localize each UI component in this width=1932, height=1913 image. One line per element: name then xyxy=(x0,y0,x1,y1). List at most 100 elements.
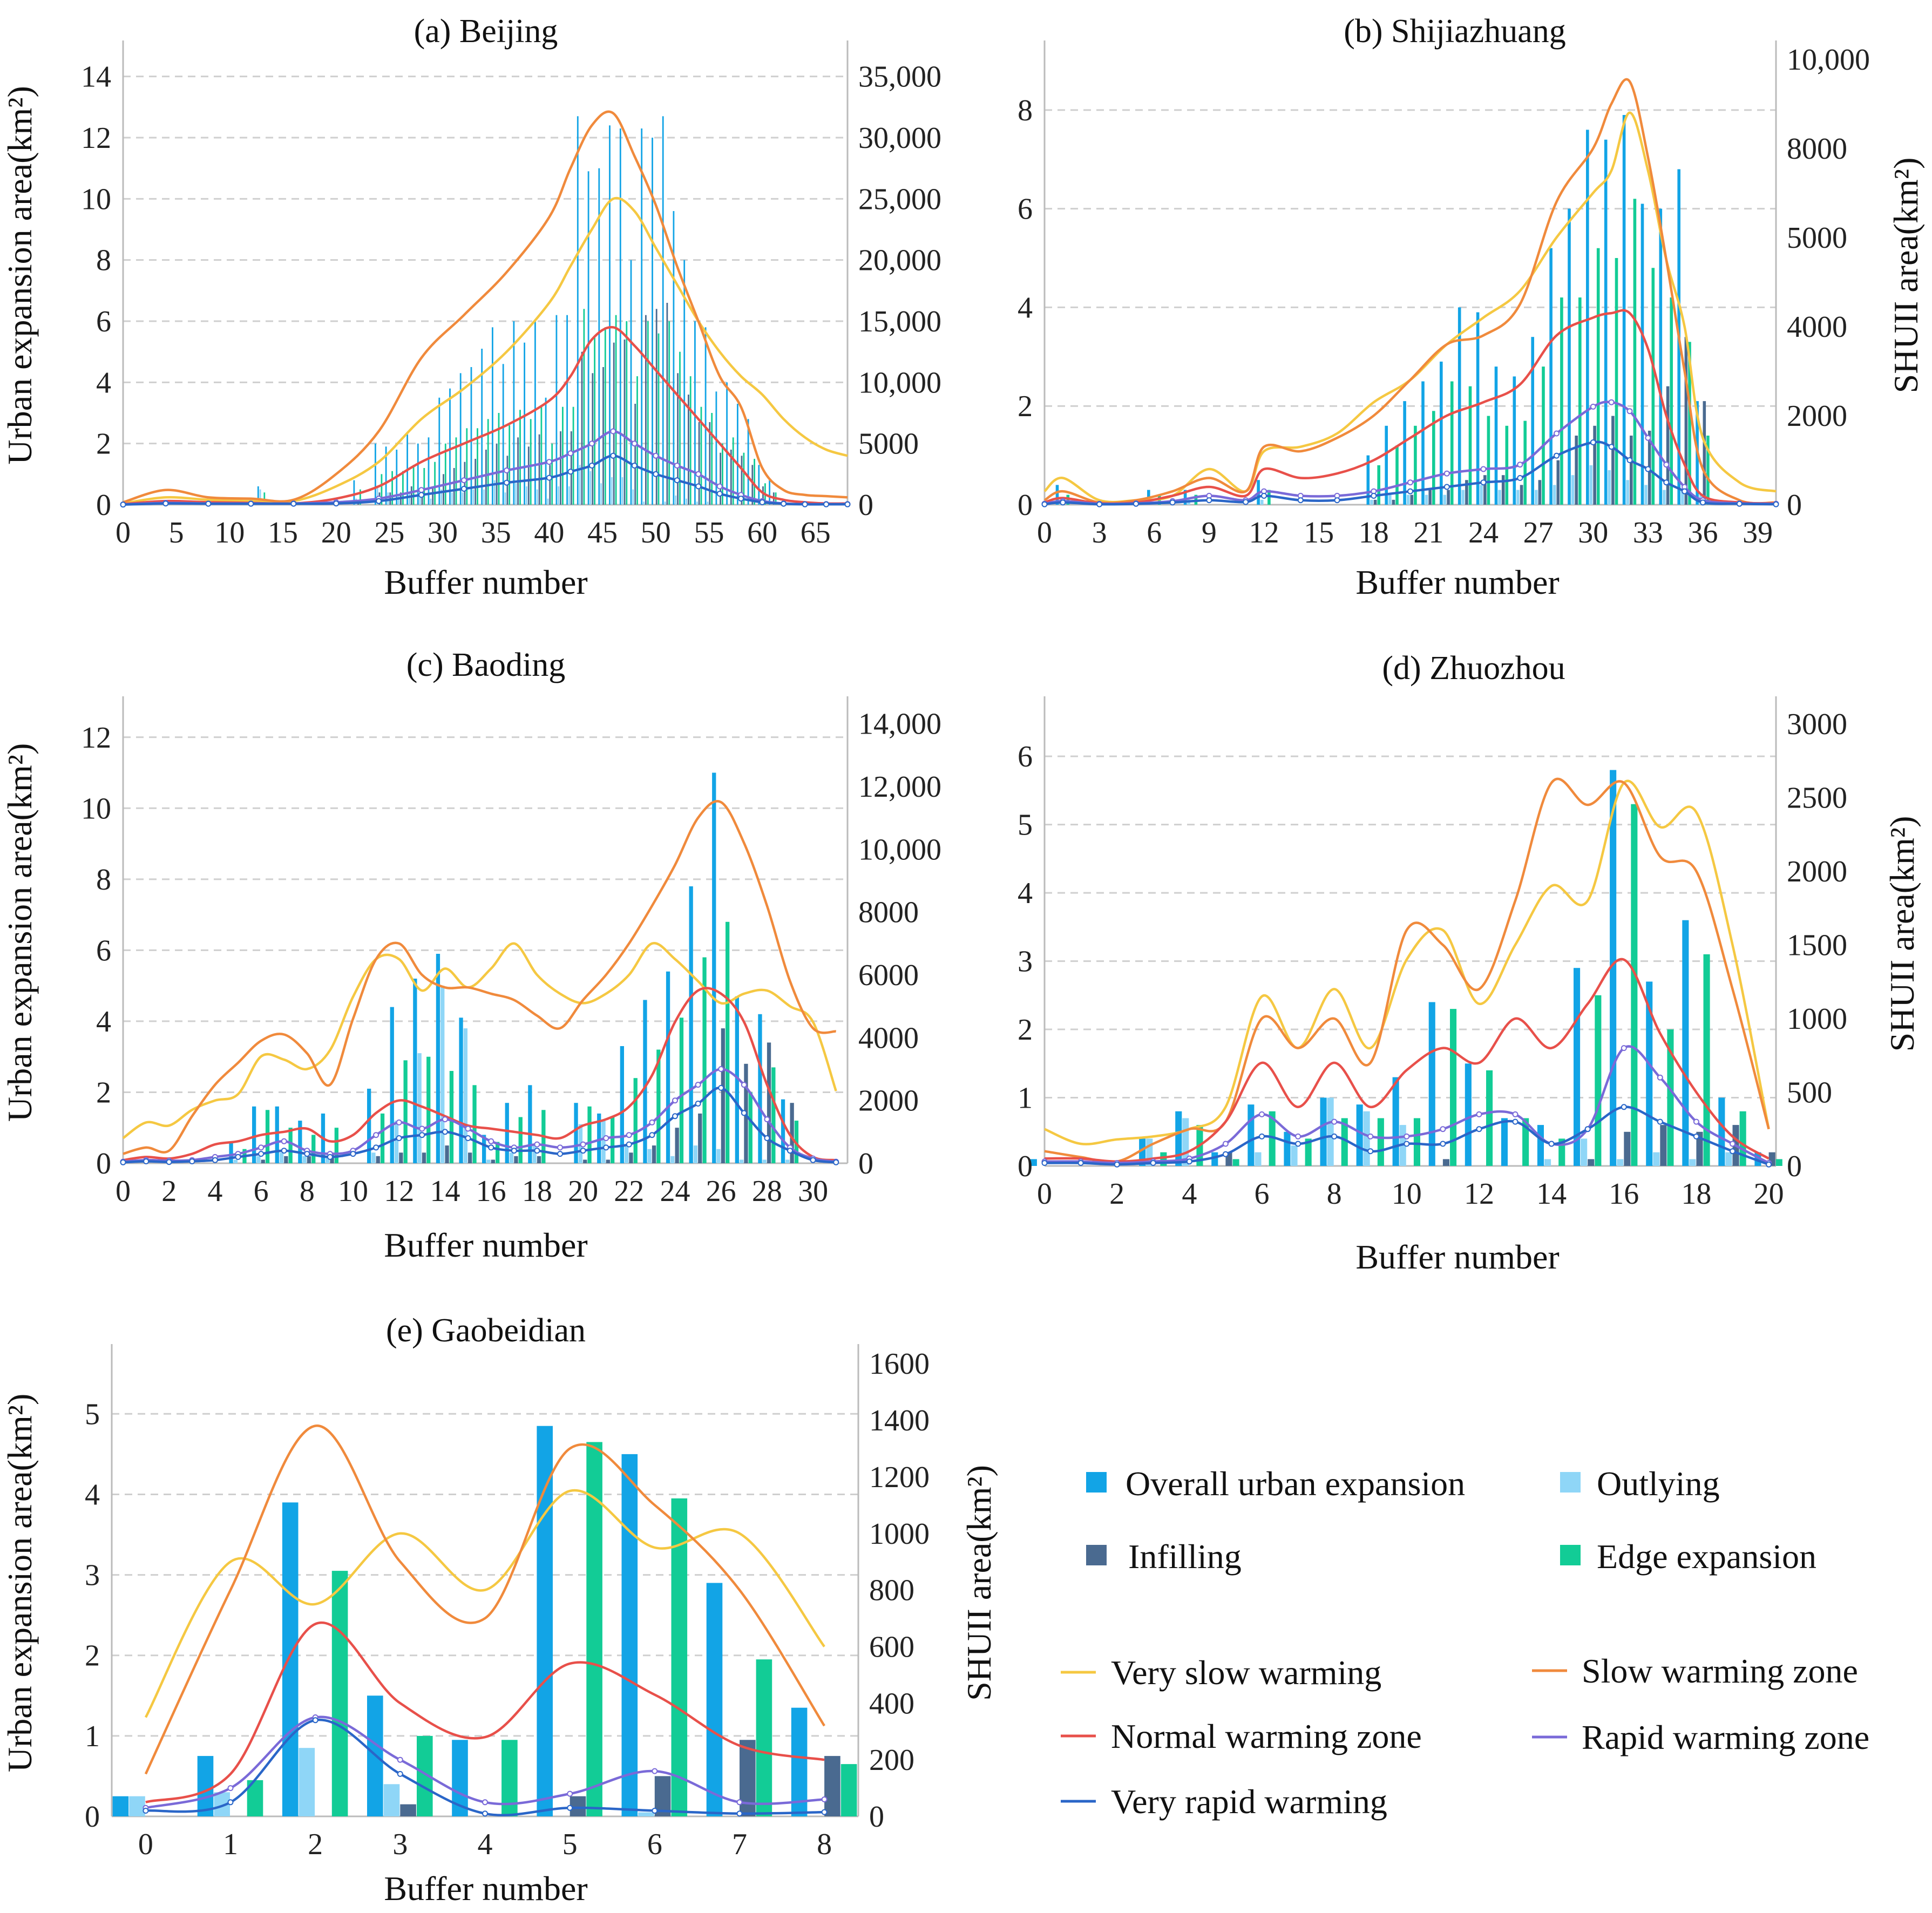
bar-infilling xyxy=(443,474,444,505)
x-tick-label: 10 xyxy=(214,516,245,550)
series-point-rapid xyxy=(1259,1111,1265,1117)
x-tick-label: 21 xyxy=(1413,516,1443,550)
series-point-rapid xyxy=(1367,1133,1374,1139)
bar-edge xyxy=(540,406,543,505)
bar-edge xyxy=(615,315,617,505)
bar-outlying xyxy=(259,489,261,505)
series-line-normal xyxy=(123,987,837,1162)
bar-overall xyxy=(769,480,770,505)
panel-a: 0 2 4 6 8 10 12 14 0 5000 10,000 15,000 20,000 25,000… xyxy=(1,13,941,601)
bar-overall xyxy=(587,171,589,505)
y-tick-label: 0 xyxy=(85,1800,100,1834)
bar-infilling xyxy=(474,459,477,505)
bar-edge xyxy=(1542,367,1545,505)
bar-infilling xyxy=(1538,480,1542,505)
x-tick-label: 60 xyxy=(747,516,777,550)
bar-outlying xyxy=(1653,1152,1660,1166)
series-line-normal xyxy=(1044,958,1770,1163)
series-point-very-rapid xyxy=(1169,499,1176,506)
series-point-very-rapid xyxy=(1261,493,1267,499)
bar-infilling xyxy=(1520,485,1523,505)
bar-infilling xyxy=(1575,436,1578,505)
x-tick-label: 16 xyxy=(476,1175,506,1208)
y2-tick-label: 10,000 xyxy=(858,366,941,399)
bar-outlying xyxy=(625,1145,629,1163)
y2-tick-label: 5000 xyxy=(1787,221,1847,255)
x-tick-label: 16 xyxy=(1609,1177,1639,1211)
series-point-very-rapid xyxy=(482,1810,488,1817)
bar-outlying xyxy=(440,986,445,1163)
bar-overall xyxy=(257,486,259,505)
x-tick-label: 4 xyxy=(207,1175,222,1208)
y-tick-label: 4 xyxy=(96,1005,111,1039)
bar-edge xyxy=(391,471,393,505)
series-point-rapid xyxy=(672,1097,678,1104)
bar-edge xyxy=(679,1017,684,1163)
bar-outlying xyxy=(483,489,485,505)
bar-edge xyxy=(722,443,723,505)
bar-edge xyxy=(1578,297,1582,505)
x-axis-label: Buffer number xyxy=(1355,1238,1559,1276)
y-tick-label: 6 xyxy=(96,305,111,338)
bar-overall xyxy=(609,125,611,505)
x-tick-label: 30 xyxy=(798,1175,828,1208)
series-point-rapid xyxy=(1480,466,1487,472)
bar-overall xyxy=(694,321,696,505)
bar-edge xyxy=(1560,297,1563,505)
bar-edge xyxy=(1487,416,1490,505)
bar-infilling xyxy=(284,1156,288,1163)
series-point-very-rapid xyxy=(212,1157,218,1163)
bar-overall xyxy=(689,886,693,1163)
x-tick-label: 33 xyxy=(1633,516,1663,550)
bar-edge xyxy=(587,1106,592,1163)
bar-edge xyxy=(1232,1159,1239,1166)
series-point-very-rapid xyxy=(759,499,765,505)
bar-overall xyxy=(621,1454,638,1816)
x-tick-label: 12 xyxy=(384,1175,414,1208)
series-point-very-rapid xyxy=(1766,1161,1772,1168)
series-point-very-rapid xyxy=(162,500,169,507)
series-point-very-rapid xyxy=(1663,479,1670,486)
bar-infilling xyxy=(629,1152,633,1163)
x-axis-label: Buffer number xyxy=(384,563,587,601)
bar-infilling xyxy=(623,340,626,505)
series-point-rapid xyxy=(465,1125,471,1132)
bar-outlying xyxy=(430,498,432,505)
y2-tick-label: 0 xyxy=(1787,489,1802,522)
bar-edge xyxy=(633,1078,638,1163)
y-axis-label: Urban expansion area(km²) xyxy=(1,743,39,1122)
bar-outlying xyxy=(1425,494,1428,505)
x-tick-label: 15 xyxy=(1304,516,1334,550)
y-tick-label: 14 xyxy=(81,60,111,94)
bar-infilling xyxy=(1447,490,1450,505)
bar-outlying xyxy=(707,501,709,505)
bar-infilling xyxy=(1501,475,1505,505)
y2-tick-label: 1400 xyxy=(869,1404,930,1437)
bar-edge xyxy=(1377,465,1380,505)
bar-infilling xyxy=(1556,460,1560,505)
bar-edge xyxy=(360,489,361,505)
series-point-very-rapid xyxy=(281,1148,287,1154)
bar-overall xyxy=(643,1000,647,1163)
bar-overall xyxy=(577,116,579,505)
series-point-rapid xyxy=(258,1144,265,1151)
series-point-very-rapid xyxy=(120,1159,126,1165)
bar-edge xyxy=(311,1135,316,1163)
bar-infilling xyxy=(560,431,561,505)
bar-infilling xyxy=(491,1159,495,1163)
bar-edge xyxy=(754,459,755,505)
x-tick-label: 20 xyxy=(321,516,351,550)
bar-overall xyxy=(1610,770,1617,1166)
bar-outlying xyxy=(686,498,687,505)
x-tick-label: 2 xyxy=(1109,1177,1124,1211)
y2-tick-label: 2000 xyxy=(1787,399,1847,433)
series-point-rapid xyxy=(1407,479,1413,486)
series-point-rapid xyxy=(1512,1111,1519,1117)
bar-overall xyxy=(737,404,738,505)
bar-edge xyxy=(380,1113,385,1163)
bar-outlying xyxy=(383,1784,400,1816)
series-point-rapid xyxy=(580,1141,586,1148)
x-tick-label: 35 xyxy=(481,516,511,550)
series-point-rapid xyxy=(1331,1118,1338,1125)
